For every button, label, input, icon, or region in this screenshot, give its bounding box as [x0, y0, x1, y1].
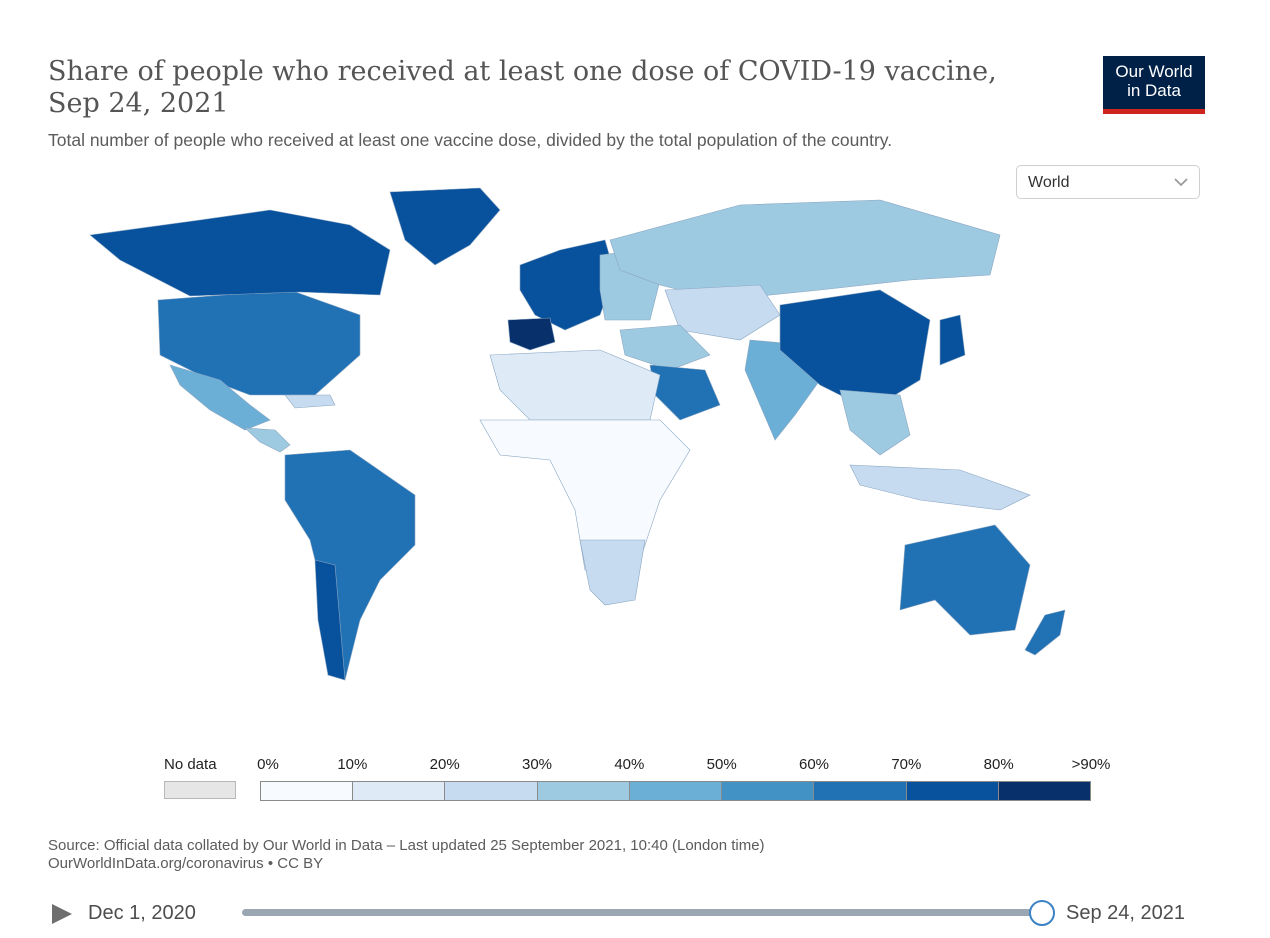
legend-tick: 30%: [521, 756, 553, 773]
timeline-slider-track[interactable]: [242, 909, 1042, 916]
legend-no-data-swatch[interactable]: [164, 781, 236, 799]
owid-logo[interactable]: Our World in Data: [1103, 56, 1205, 114]
legend-tick: 60%: [798, 756, 830, 773]
region-uruguay-chile[interactable]: [314, 559, 346, 681]
region-select[interactable]: World: [1016, 165, 1200, 199]
legend-bin[interactable]: [906, 781, 999, 801]
chart-title: Share of people who received at least on…: [48, 56, 997, 119]
legend-no-data-label: No data: [164, 756, 217, 773]
region-western-europe[interactable]: [519, 239, 616, 331]
region-russia[interactable]: [609, 199, 1001, 301]
region-australia[interactable]: [899, 524, 1031, 636]
region-mexico[interactable]: [169, 364, 271, 431]
region-central-america[interactable]: [244, 427, 291, 453]
legend-tick: 80%: [983, 756, 1014, 773]
legend-bin[interactable]: [722, 781, 815, 801]
legend-tick: 40%: [614, 756, 645, 773]
region-central-asia[interactable]: [664, 284, 781, 341]
legend-bin[interactable]: [445, 781, 538, 801]
region-new-zealand[interactable]: [1024, 609, 1066, 656]
region-iberia[interactable]: [507, 317, 556, 351]
source-note: Source: Official data collated by Our Wo…: [48, 837, 765, 873]
legend-tick: 50%: [706, 756, 737, 773]
legend-bin[interactable]: [629, 781, 723, 801]
legend-tick: 20%: [429, 756, 460, 773]
logo-line-1: Our World: [1115, 62, 1193, 81]
legend-bin[interactable]: [814, 781, 907, 801]
source-link[interactable]: OurWorldInData.org/coronavirus • CC BY: [48, 855, 324, 872]
region-north-africa[interactable]: [489, 349, 661, 421]
legend-tick: 70%: [891, 756, 922, 773]
legend-bin[interactable]: [537, 781, 630, 801]
legend-bin[interactable]: [998, 781, 1091, 801]
timeline-slider-knob[interactable]: [1029, 900, 1055, 926]
region-indonesia-png[interactable]: [849, 464, 1031, 511]
region-select-value: World: [1028, 174, 1070, 191]
region-japan-korea[interactable]: [939, 314, 966, 366]
region-saudi-arabia[interactable]: [649, 364, 721, 421]
region-canada[interactable]: [89, 209, 391, 297]
region-southeast-asia[interactable]: [839, 389, 911, 456]
chevron-down-icon: [1174, 178, 1188, 187]
legend-tick: 10%: [337, 756, 368, 773]
timeline-start-label: Dec 1, 2020: [88, 902, 196, 924]
chart-subtitle: Total number of people who received at l…: [48, 130, 893, 150]
legend-tick: 0%: [257, 756, 279, 773]
region-southern-africa[interactable]: [579, 539, 646, 606]
region-south-america[interactable]: [284, 449, 416, 681]
legend-tick: >90%: [1071, 756, 1111, 773]
region-caribbean[interactable]: [284, 394, 336, 409]
legend-bin[interactable]: [353, 781, 446, 801]
play-icon[interactable]: [48, 902, 76, 926]
world-map[interactable]: [60, 180, 1140, 700]
timeline: Dec 1, 2020 Sep 24, 2021: [48, 898, 1218, 930]
legend-bin[interactable]: [260, 781, 354, 801]
timeline-end-label: Sep 24, 2021: [1066, 902, 1185, 924]
logo-line-2: in Data: [1127, 81, 1181, 100]
color-legend: No data 0% 10% 20% 30% 40% 50% 60% 70% 80% >90%: [160, 756, 1110, 806]
region-greenland[interactable]: [389, 187, 501, 266]
region-middle-east[interactable]: [619, 324, 711, 371]
legend-color-bar: [260, 781, 1091, 801]
source-text: Source: Official data collated by Our Wo…: [48, 837, 765, 854]
